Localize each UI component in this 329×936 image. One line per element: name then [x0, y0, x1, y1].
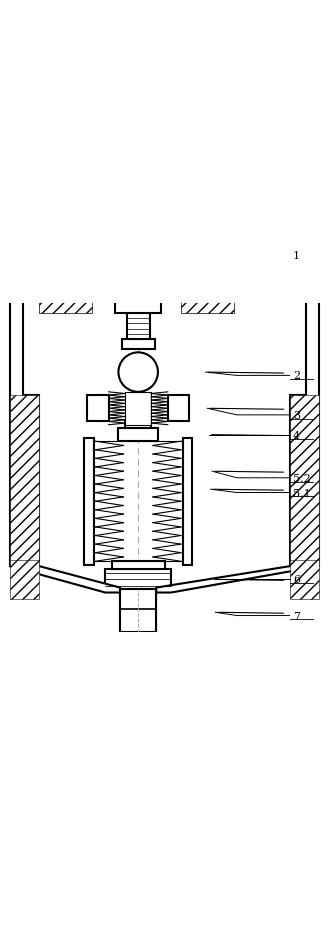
- Bar: [120, 608, 156, 609]
- Bar: [10, 560, 39, 599]
- Bar: [112, 562, 164, 570]
- Bar: [290, 560, 319, 599]
- Bar: [181, 235, 207, 256]
- Text: 4: 4: [293, 431, 300, 440]
- Bar: [183, 438, 192, 565]
- Bar: [181, 256, 234, 271]
- Bar: [84, 438, 94, 565]
- Bar: [120, 590, 156, 633]
- Bar: [66, 235, 207, 256]
- Text: 1: 1: [293, 251, 300, 261]
- Polygon shape: [10, 271, 39, 566]
- Text: 5.1: 5.1: [293, 488, 311, 498]
- Bar: [39, 256, 92, 271]
- Bar: [39, 271, 92, 314]
- Bar: [290, 396, 319, 566]
- Bar: [120, 592, 156, 633]
- Polygon shape: [10, 566, 120, 592]
- Bar: [39, 256, 234, 271]
- Bar: [174, 222, 197, 235]
- Text: 6: 6: [293, 575, 300, 585]
- Bar: [125, 422, 151, 429]
- Bar: [105, 570, 171, 590]
- Bar: [122, 340, 155, 350]
- Bar: [115, 271, 161, 314]
- Polygon shape: [290, 271, 319, 566]
- Text: 3: 3: [293, 410, 300, 420]
- Bar: [66, 235, 92, 256]
- Bar: [168, 396, 189, 422]
- Text: 5.2: 5.2: [293, 474, 311, 483]
- Bar: [10, 396, 39, 566]
- Bar: [87, 396, 109, 422]
- Bar: [118, 429, 158, 442]
- Text: 2: 2: [293, 371, 300, 381]
- Text: 7: 7: [293, 611, 300, 621]
- Bar: [125, 392, 151, 425]
- Circle shape: [118, 353, 158, 392]
- Polygon shape: [156, 566, 319, 592]
- Bar: [181, 271, 234, 314]
- Bar: [127, 314, 150, 340]
- Bar: [76, 222, 197, 235]
- Bar: [76, 222, 99, 235]
